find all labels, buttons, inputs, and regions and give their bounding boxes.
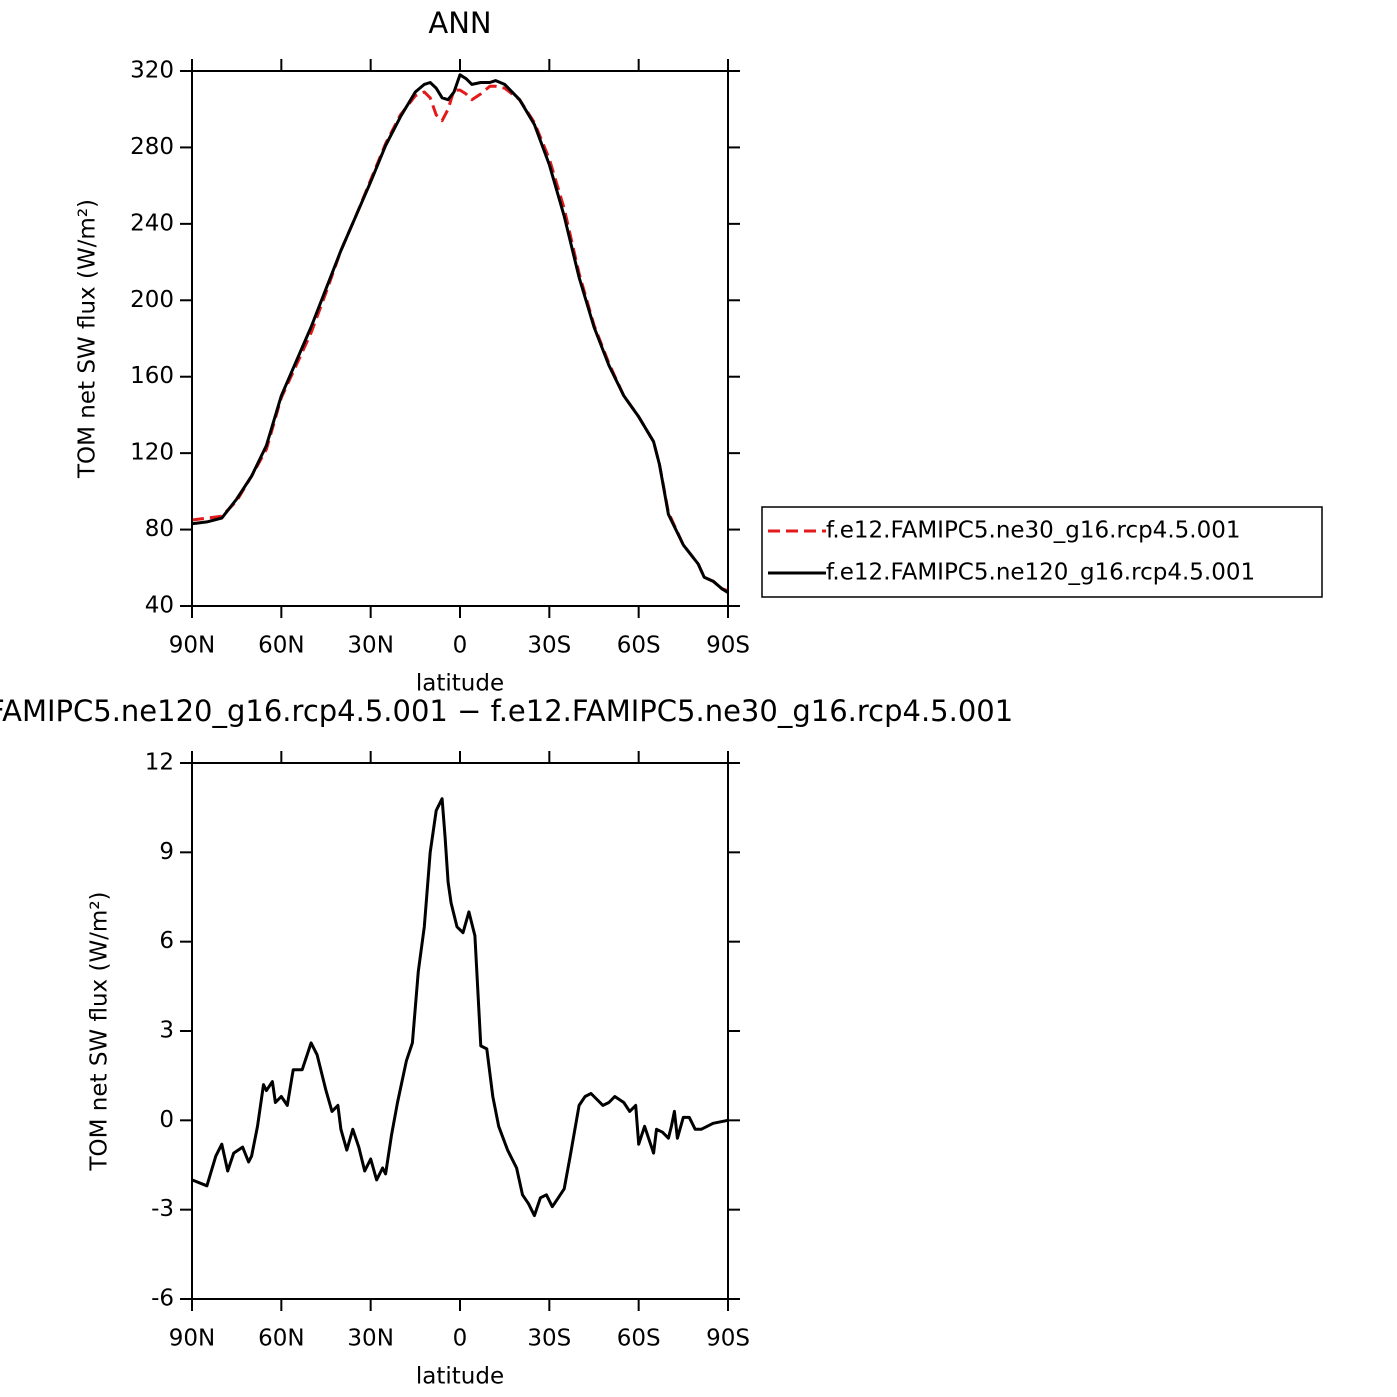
y-tick-label: 0 <box>159 1107 174 1133</box>
y-tick-label: 9 <box>159 839 174 865</box>
y-tick-label: -3 <box>151 1196 174 1222</box>
data-line <box>191 797 729 1218</box>
x-tick-label: 0 <box>453 633 468 659</box>
x-tick-label: 30S <box>527 633 571 659</box>
y-tick-label: 320 <box>130 58 174 84</box>
y-tick-label: 240 <box>130 210 174 236</box>
x-axis-label: latitude <box>416 671 504 697</box>
x-tick-label: 30N <box>347 633 393 659</box>
y-tick-label: 160 <box>130 363 174 389</box>
x-tick-label: 90N <box>169 1326 215 1352</box>
data-line <box>191 84 729 593</box>
x-tick-label: 90S <box>706 1326 750 1352</box>
data-line <box>191 73 729 594</box>
x-tick-label: 90N <box>169 633 215 659</box>
x-tick-label: 60N <box>258 633 304 659</box>
y-tick-label: 200 <box>130 287 174 313</box>
chart-title: ANN <box>428 6 491 40</box>
y-axis-label: TOM net SW flux (W/m²) <box>75 199 101 479</box>
x-axis-label: latitude <box>416 1364 504 1390</box>
y-tick-label: 80 <box>145 516 174 542</box>
x-tick-label: 90S <box>706 633 750 659</box>
chart-title: f.e12.FAMIPC5.ne120_g16.rcp4.5.001 − f.e… <box>0 694 1013 728</box>
y-tick-label: 120 <box>130 440 174 466</box>
x-tick-label: 60S <box>617 633 661 659</box>
x-tick-label: 30S <box>527 1326 571 1352</box>
legend-label: f.e12.FAMIPC5.ne30_g16.rcp4.5.001 <box>826 518 1240 544</box>
legend-label: f.e12.FAMIPC5.ne120_g16.rcp4.5.001 <box>826 560 1255 586</box>
x-tick-label: 60S <box>617 1326 661 1352</box>
y-tick-label: -6 <box>151 1286 174 1312</box>
legend-box <box>761 506 1323 598</box>
y-tick-label: 6 <box>159 928 174 954</box>
x-tick-label: 0 <box>453 1326 468 1352</box>
plot-frame <box>191 70 729 607</box>
y-tick-label: 3 <box>159 1018 174 1044</box>
y-tick-label: 12 <box>145 750 174 776</box>
y-tick-label: 40 <box>145 593 174 619</box>
plot-frame <box>191 762 729 1300</box>
x-tick-label: 60N <box>258 1326 304 1352</box>
y-axis-label: TOM net SW flux (W/m²) <box>87 891 113 1171</box>
legend: f.e12.FAMIPC5.ne30_g16.rcp4.5.001 f.e12.F… <box>761 506 1323 598</box>
y-tick-label: 280 <box>130 134 174 160</box>
x-tick-label: 30N <box>347 1326 393 1352</box>
